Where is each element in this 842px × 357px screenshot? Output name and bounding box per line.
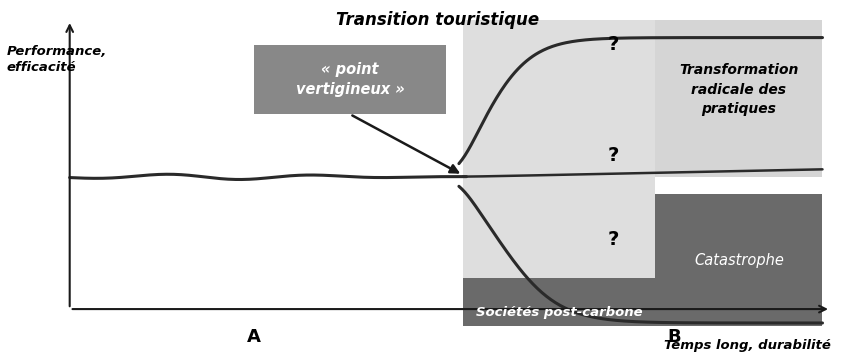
Text: ?: ?	[608, 146, 619, 165]
Bar	[463, 20, 655, 309]
Text: Temps long, durabilité: Temps long, durabilité	[664, 339, 831, 352]
Text: Transition touristique: Transition touristique	[336, 11, 539, 30]
Bar	[253, 45, 446, 114]
Text: B: B	[668, 328, 681, 346]
Text: Performance,
efficacité: Performance, efficacité	[7, 45, 107, 74]
Text: A: A	[247, 328, 261, 346]
Text: Sociétés post-carbone: Sociétés post-carbone	[476, 306, 642, 319]
Text: ?: ?	[608, 35, 619, 54]
Text: « point
vertigineux »: « point vertigineux »	[296, 62, 404, 97]
Bar	[655, 194, 823, 327]
Bar	[463, 278, 655, 327]
Text: Transformation
radicale des
pratiques: Transformation radicale des pratiques	[679, 63, 798, 116]
Text: ?: ?	[608, 230, 619, 249]
Bar	[655, 20, 823, 177]
Text: Catastrophe: Catastrophe	[694, 253, 784, 268]
